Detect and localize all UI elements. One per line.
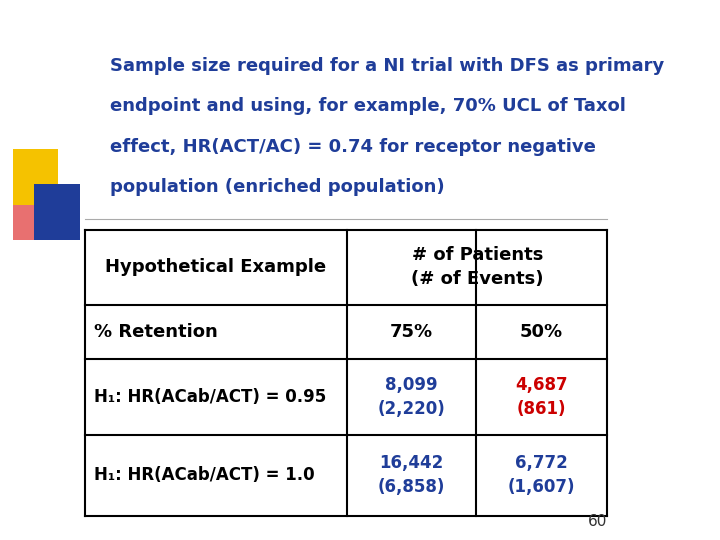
Text: 6,772
(1,607): 6,772 (1,607) bbox=[508, 454, 575, 496]
Text: H₁: HR(ACab/ACT) = 0.95: H₁: HR(ACab/ACT) = 0.95 bbox=[94, 388, 326, 406]
Text: 60: 60 bbox=[588, 514, 607, 529]
Text: effect, HR(ACT/AC) = 0.74 for receptor negative: effect, HR(ACT/AC) = 0.74 for receptor n… bbox=[109, 138, 595, 156]
Text: endpoint and using, for example, 70% UCL of Taxol: endpoint and using, for example, 70% UCL… bbox=[109, 97, 626, 115]
Text: 4,687
(861): 4,687 (861) bbox=[516, 376, 568, 418]
Text: 8,099
(2,220): 8,099 (2,220) bbox=[378, 376, 446, 418]
FancyBboxPatch shape bbox=[35, 184, 79, 240]
Text: population (enriched population): population (enriched population) bbox=[109, 178, 444, 196]
Text: Sample size required for a NI trial with DFS as primary: Sample size required for a NI trial with… bbox=[109, 57, 664, 75]
Text: H₁: HR(ACab/ACT) = 1.0: H₁: HR(ACab/ACT) = 1.0 bbox=[94, 466, 315, 484]
Text: # of Patients
(# of Events): # of Patients (# of Events) bbox=[411, 246, 544, 288]
FancyBboxPatch shape bbox=[12, 184, 37, 240]
Text: 50%: 50% bbox=[520, 323, 563, 341]
Text: % Retention: % Retention bbox=[94, 323, 217, 341]
Text: Hypothetical Example: Hypothetical Example bbox=[105, 258, 327, 276]
Text: 75%: 75% bbox=[390, 323, 433, 341]
Text: 16,442
(6,858): 16,442 (6,858) bbox=[378, 454, 446, 496]
FancyBboxPatch shape bbox=[12, 148, 58, 205]
